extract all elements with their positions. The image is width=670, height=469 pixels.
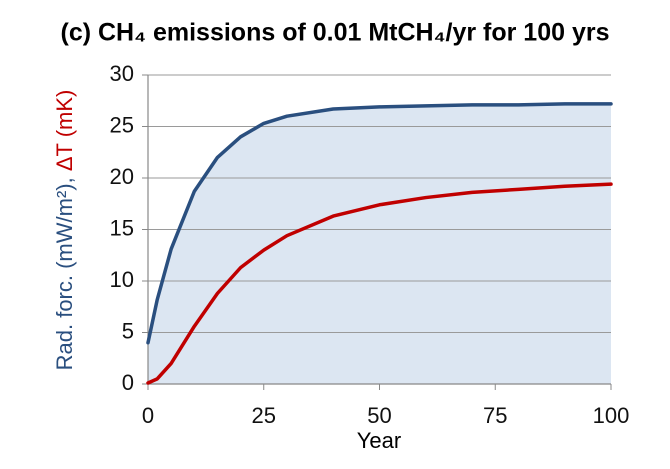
y-tick-label: 20 — [110, 164, 134, 189]
y-axis-label-part: Rad. forc. (mW/m²), — [52, 177, 77, 370]
y-tick-label: 15 — [110, 215, 134, 240]
x-tick-label: 75 — [483, 403, 507, 428]
y-tick-label: 5 — [122, 318, 134, 343]
chart-title: (c) CH₄ emissions of 0.01 MtCH₄/yr for 1… — [61, 19, 610, 47]
area — [148, 103, 611, 384]
y-tick-label: 10 — [110, 267, 134, 292]
x-tick-label: 0 — [142, 403, 154, 428]
y-axis-label-part: ΔT (mK) — [52, 90, 77, 172]
y-axis-label: Rad. forc. (mW/m²), ΔT (mK) — [52, 90, 77, 371]
line — [146, 102, 613, 345]
y-tick-label: 30 — [110, 61, 134, 86]
x-tick-label: 25 — [252, 403, 276, 428]
line — [146, 182, 613, 385]
x-tick-label: 50 — [367, 403, 391, 428]
y-tick-label: 25 — [110, 112, 134, 137]
x-tick-label: 100 — [593, 403, 630, 428]
y-tick-label: 0 — [122, 370, 134, 395]
x-axis-label: Year — [357, 428, 401, 453]
